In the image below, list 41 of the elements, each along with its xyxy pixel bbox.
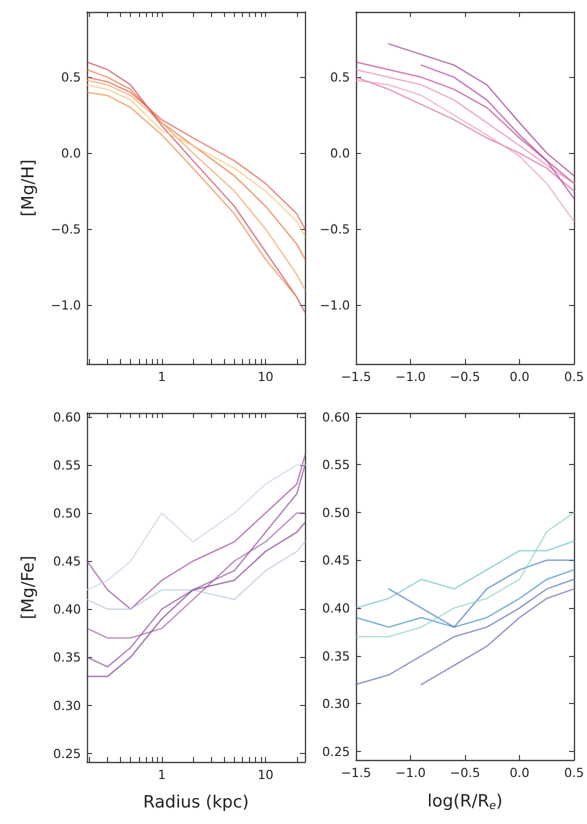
x-tick-label: 0.5	[564, 369, 584, 384]
y-tick-label: 0.25	[53, 746, 81, 761]
x-tick-label: −0.5	[450, 765, 480, 780]
y-axis-title: [Mg/H]	[18, 159, 38, 217]
x-tick-label: −1.0	[395, 369, 426, 384]
x-tick-label: 0.0	[510, 765, 530, 780]
y-tick-label: 0.60	[53, 409, 82, 424]
x-tick-label: 10	[258, 369, 274, 384]
x-tick-label: −0.5	[450, 369, 480, 384]
x-tick-label: 1	[158, 369, 166, 384]
y-tick-label: 0.60	[322, 409, 350, 424]
x-tick-label: 0.5	[564, 765, 584, 780]
y-tick-label: −1.0	[50, 297, 82, 312]
y-tick-label: 0.55	[53, 457, 81, 472]
y-tick-label: 0.55	[322, 457, 350, 472]
y-tick-label: 0.0	[330, 146, 350, 161]
y-tick-label: −0.5	[50, 221, 81, 236]
y-tick-label: 0.40	[53, 602, 82, 617]
y-tick-label: 0.5	[61, 70, 81, 85]
y-tick-label: 0.50	[53, 505, 82, 520]
y-tick-label: 0.25	[322, 744, 350, 759]
y-tick-label: 0.45	[322, 552, 350, 568]
y-tick-label: 0.35	[53, 650, 81, 665]
x-tick-label: 1	[158, 767, 166, 782]
y-tick-label: 0.5	[330, 70, 350, 85]
y-tick-label: 0.40	[322, 600, 350, 616]
y-tick-label: −1.0	[320, 297, 350, 312]
x-tick-label: −1.0	[395, 765, 426, 780]
x-tick-label: −1.5	[340, 369, 372, 384]
x-tick-label: 0.0	[510, 369, 530, 384]
x-tick-label: 10	[258, 767, 274, 782]
x-axis-title: Radius (kpc)	[143, 792, 249, 812]
y-tick-label: −0.5	[320, 221, 350, 236]
x-tick-label: −1.5	[340, 765, 372, 780]
y-tick-label: 0.30	[53, 698, 82, 713]
y-tick-label: 0.35	[322, 648, 350, 664]
y-tick-label: 0.0	[61, 146, 82, 161]
y-tick-label: 0.45	[53, 554, 81, 569]
y-tick-label: 0.30	[322, 696, 350, 712]
y-axis-title: [Mg/Fe]	[18, 556, 38, 620]
y-tick-label: 0.50	[322, 504, 350, 520]
